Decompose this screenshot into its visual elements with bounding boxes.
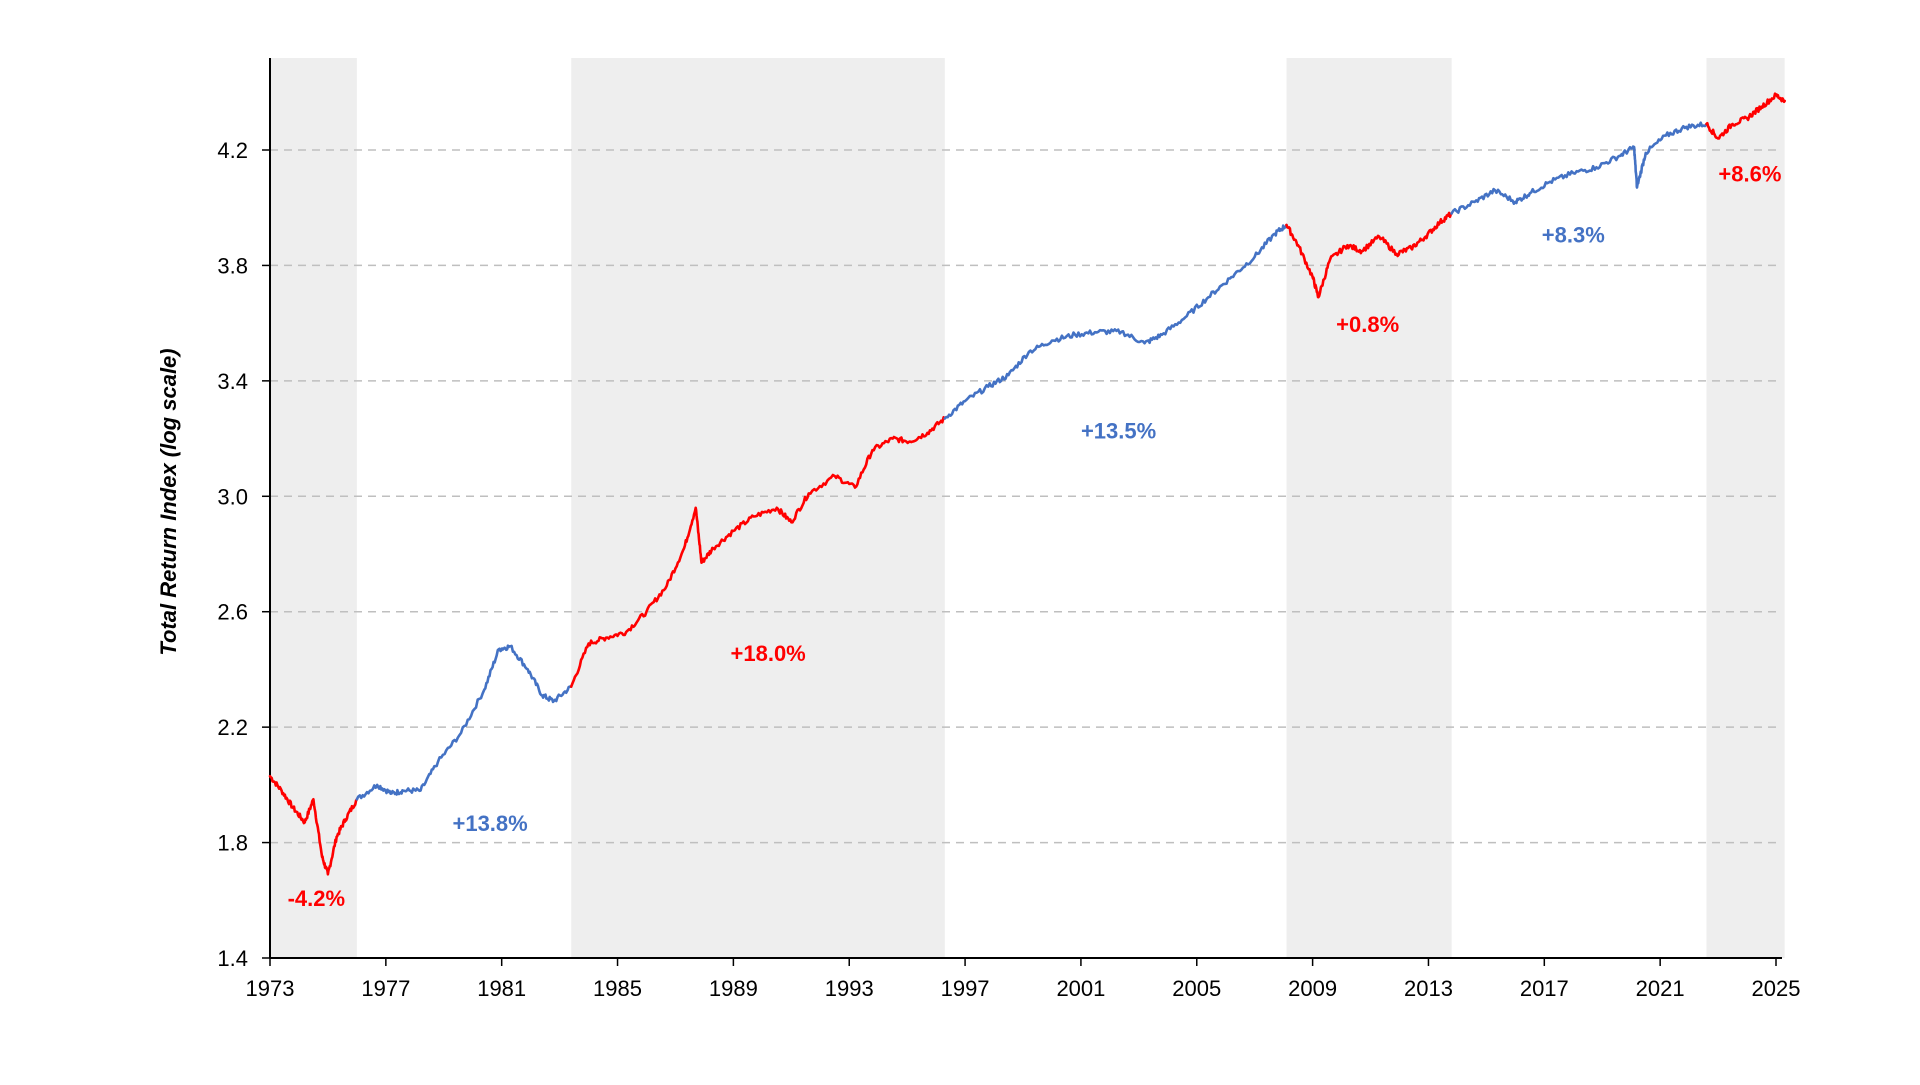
series-lines	[268, 92, 1786, 876]
annotation-label: +0.8%	[1336, 312, 1399, 337]
series-line-2	[569, 415, 947, 689]
annotation-label: +13.5%	[1081, 419, 1156, 444]
annotation-label: -4.2%	[288, 886, 345, 911]
annotation-label: +8.3%	[1542, 222, 1605, 247]
x-tick-label: 1977	[361, 976, 410, 1001]
x-tick-label: 1973	[246, 976, 295, 1001]
x-tick-label: 2017	[1520, 976, 1569, 1001]
x-tick-label: 1985	[593, 976, 642, 1001]
y-tick-label: 1.8	[217, 831, 248, 856]
grid-lines	[270, 149, 1782, 844]
y-tick-label: 3.0	[217, 484, 248, 509]
x-tick-label: 2005	[1172, 976, 1221, 1001]
shaded-period-3	[1706, 58, 1785, 958]
y-tick-label: 3.8	[217, 253, 248, 278]
x-tick-label: 2001	[1056, 976, 1105, 1001]
series-line-0	[268, 774, 359, 876]
x-tick-label: 2013	[1404, 976, 1453, 1001]
annotation-label: +18.0%	[731, 641, 806, 666]
series-line-3	[943, 223, 1288, 420]
shaded-period-2	[1286, 58, 1452, 958]
y-tick-labels: 1.4 1.8 2.2 2.6 3.0 3.4 3.8 4.2	[217, 138, 270, 971]
y-axis-label: Total Return Index (log scale)	[156, 348, 181, 655]
series-line-6	[1705, 92, 1786, 140]
x-tick-label: 1993	[825, 976, 874, 1001]
x-tick-label: 1997	[941, 976, 990, 1001]
annotations: -4.2% +13.8% +18.0% +13.5% +0.8% +8.3% +8.6%	[288, 162, 1782, 911]
x-tick-label: 2021	[1636, 976, 1685, 1001]
shaded-period-1	[571, 58, 945, 958]
x-tick-label: 2025	[1752, 976, 1801, 1001]
y-tick-label: 1.4	[217, 946, 248, 971]
y-tick-label: 4.2	[217, 138, 248, 163]
annotation-label: +13.8%	[452, 811, 527, 836]
x-tick-label: 2009	[1288, 976, 1337, 1001]
y-tick-label: 2.2	[217, 715, 248, 740]
series-line-5	[1450, 121, 1708, 215]
y-tick-label: 3.4	[217, 369, 248, 394]
x-tick-label: 1989	[709, 976, 758, 1001]
axes	[269, 58, 1782, 959]
series-line-4	[1285, 211, 1453, 299]
shaded-periods	[270, 58, 1785, 958]
series-line-1	[355, 644, 573, 801]
x-tick-label: 1981	[477, 976, 526, 1001]
y-tick-label: 2.6	[217, 600, 248, 625]
annotation-label: +8.6%	[1718, 162, 1781, 187]
x-tick-labels: 1973 1977 1981 1985 1989 1993 1997 2001 2005 2009…	[246, 958, 1801, 1001]
